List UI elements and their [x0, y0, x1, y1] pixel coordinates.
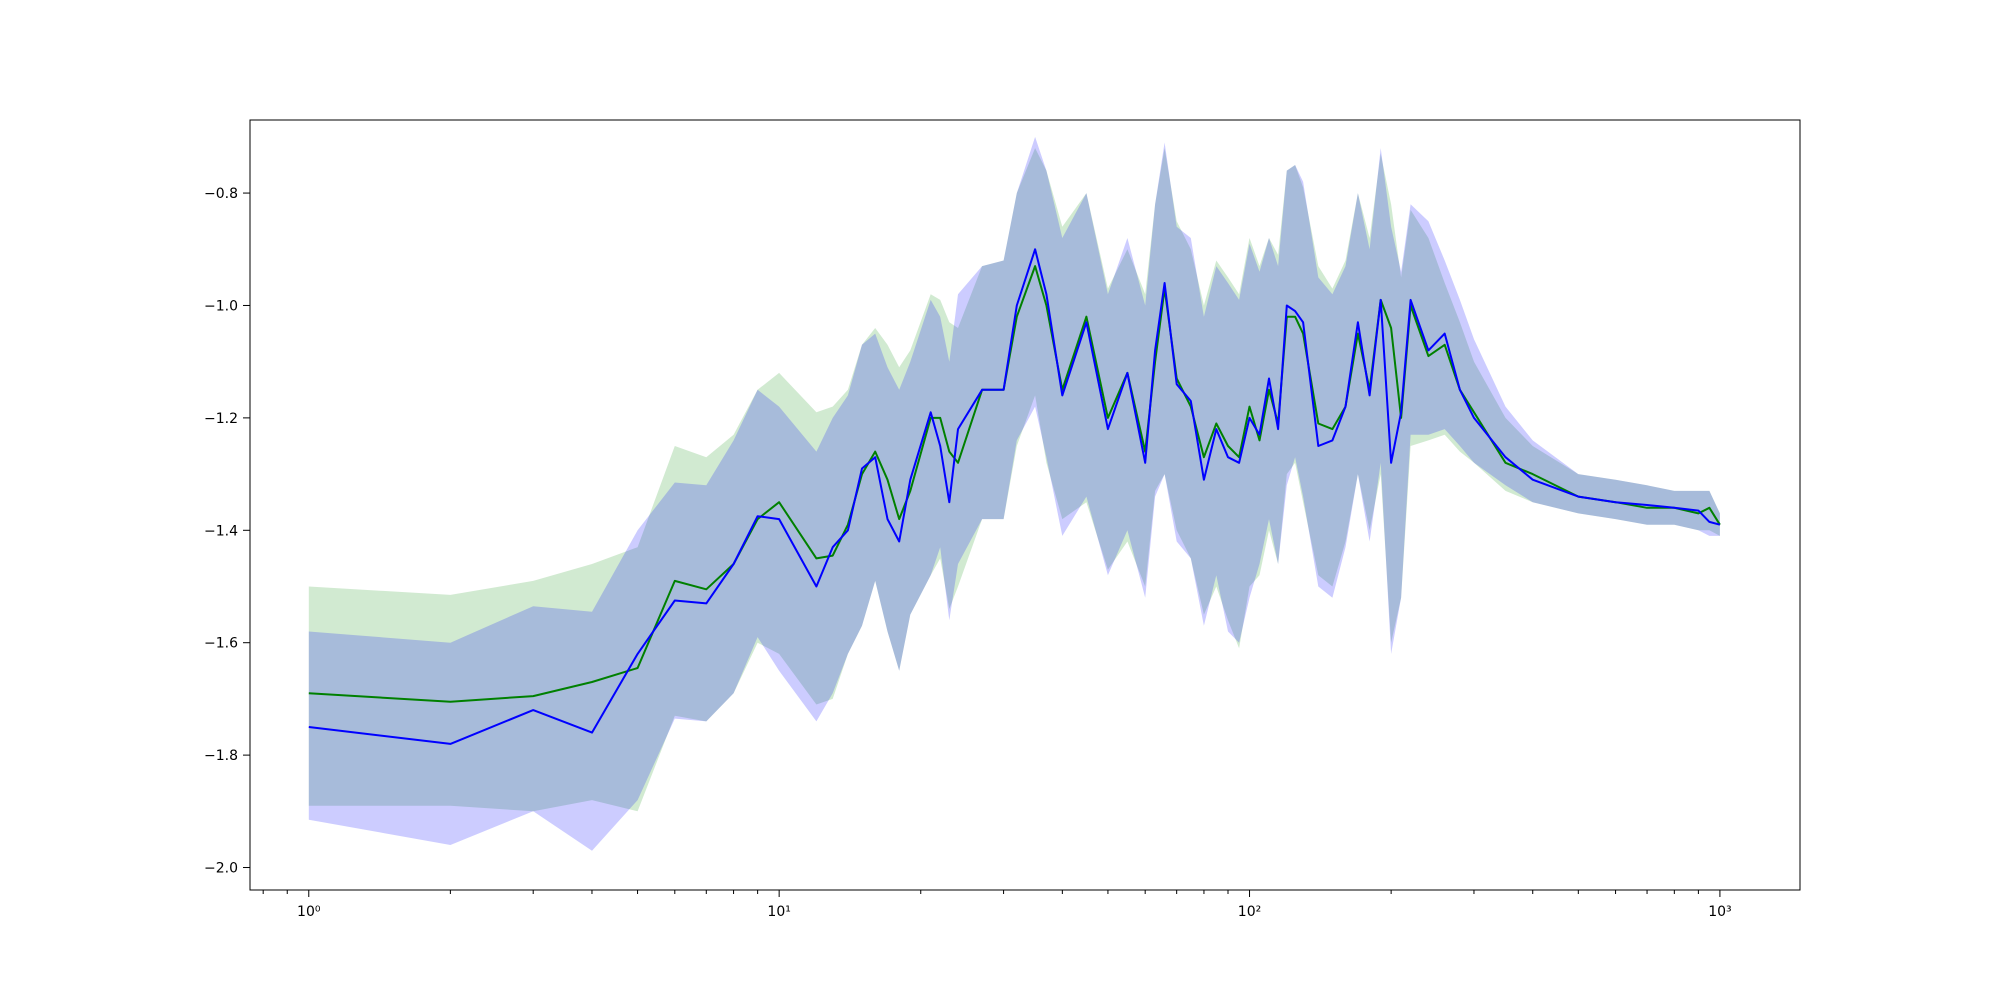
- series-2-line: [308, 248, 1721, 745]
- x-axis: 10⁰ 10¹ 10² 10³: [262, 890, 1732, 920]
- x-tick-label: 10¹: [767, 904, 790, 920]
- x-tick-label: 10²: [1238, 904, 1261, 920]
- x-tick-label: 10³: [1708, 904, 1731, 920]
- y-tick-label: −0.8: [204, 186, 238, 202]
- x-tick-label: 10⁰: [297, 904, 321, 920]
- y-tick-label: −2.0: [204, 861, 238, 877]
- y-tick-label: −1.6: [204, 636, 238, 652]
- series-lines: [308, 248, 1721, 745]
- y-tick-label: −1.8: [204, 748, 238, 764]
- y-tick-label: −1.0: [204, 298, 238, 314]
- series-2-band: [308, 136, 1720, 851]
- y-tick-label: −1.2: [204, 411, 238, 427]
- plot-frame: [249, 119, 1801, 891]
- series-1-band: [308, 148, 1720, 812]
- confidence-bands: [308, 136, 1720, 851]
- y-axis: −0.8 −1.0 −1.2 −1.4 −1.6 −1.8 −2.0: [204, 186, 250, 877]
- y-tick-label: −1.4: [204, 523, 238, 539]
